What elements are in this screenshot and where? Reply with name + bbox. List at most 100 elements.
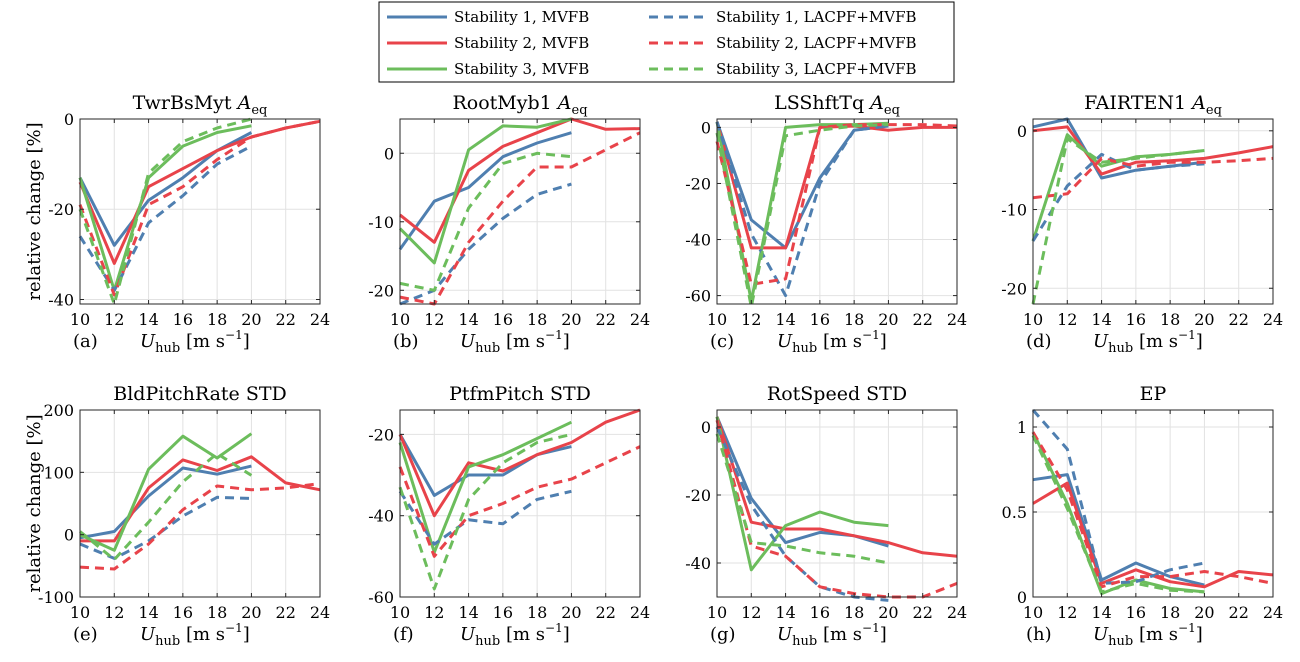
panel-title: RotSpeed STD bbox=[767, 383, 907, 405]
xlabel-subscript: hub bbox=[475, 341, 500, 356]
title-text: FAIRTEN1 bbox=[1084, 92, 1186, 114]
panel-c: 10 12 14 16 18 20 22 24 0 -20 -40 -60 LSShftTq Aeq (c… bbox=[685, 92, 967, 356]
tick-label-x: 24 bbox=[630, 603, 650, 622]
tick-label-x: 10 bbox=[70, 310, 90, 329]
tick-label-y: 0 bbox=[1017, 588, 1027, 607]
x-axis-label: Uhub [m s−1] bbox=[1093, 328, 1203, 356]
series-line-s3-lacpf bbox=[399, 151, 572, 292]
panel-label: (f) bbox=[393, 624, 414, 645]
tick-label-y: 0 bbox=[384, 144, 394, 163]
series-line-s3-lacpf bbox=[1031, 137, 1205, 305]
legend-label-5: Stability 2, LACPF+MVFB bbox=[716, 34, 917, 52]
legend-label-6: Stability 3, LACPF+MVFB bbox=[716, 60, 917, 78]
tick-label-x: 14 bbox=[1091, 603, 1111, 622]
panel-title: EP bbox=[1140, 383, 1167, 405]
series-line-s2-lacpf bbox=[1032, 156, 1274, 200]
panel-title: TwrBsMyt Aeq bbox=[133, 92, 268, 118]
tick-label-x: 24 bbox=[630, 310, 650, 329]
tick-label-x: 18 bbox=[527, 603, 547, 622]
series-line-s2-mvfb bbox=[80, 455, 321, 543]
tick-label-y: 200 bbox=[43, 401, 74, 420]
tick-label-y: -10 bbox=[1001, 201, 1027, 220]
tick-label-x: 12 bbox=[1057, 603, 1077, 622]
title-text: RotSpeed STD bbox=[767, 383, 907, 405]
xlabel-symbol: U bbox=[1093, 624, 1109, 645]
tick-label-y: -20 bbox=[1001, 279, 1027, 298]
tick-label-x: 18 bbox=[844, 603, 864, 622]
title-symbol: A bbox=[552, 92, 572, 114]
series-line-s2-mvfb bbox=[1032, 125, 1274, 176]
plot-frame bbox=[716, 409, 958, 598]
series-line-s3-mvfb bbox=[715, 416, 889, 572]
legend-label-3: Stability 3, MVFB bbox=[454, 60, 589, 78]
tick-label-x: 16 bbox=[1126, 603, 1146, 622]
tick-label-x: 20 bbox=[878, 603, 898, 622]
tick-label-x: 14 bbox=[138, 603, 158, 622]
tick-label-y: 0 bbox=[64, 110, 74, 129]
tick-label-x: 12 bbox=[741, 603, 761, 622]
title-symbol: A bbox=[864, 92, 884, 114]
title-subscript: eq bbox=[251, 103, 267, 118]
title-text: TwrBsMyt bbox=[133, 92, 232, 114]
x-axis-label: Uhub [m s−1] bbox=[140, 328, 250, 356]
tick-label-x: 18 bbox=[844, 310, 864, 329]
xlabel-exponent: −1 bbox=[545, 621, 563, 635]
x-axis-label: Uhub [m s−1] bbox=[460, 328, 570, 356]
tick-label-x: 18 bbox=[207, 310, 227, 329]
plot-frame bbox=[399, 118, 641, 305]
xlabel-subscript: hub bbox=[155, 634, 180, 649]
xlabel-subscript: hub bbox=[792, 634, 817, 649]
tick-label-y: -60 bbox=[685, 287, 711, 306]
plot-frame bbox=[716, 118, 958, 305]
series-line-s3-mvfb bbox=[398, 117, 572, 265]
tick-label-x: 22 bbox=[276, 603, 296, 622]
xlabel-symbol: U bbox=[1093, 331, 1109, 352]
series-line-s2-lacpf bbox=[715, 123, 958, 286]
legend-label-4: Stability 1, LACPF+MVFB bbox=[716, 8, 917, 26]
xlabel-close: ] bbox=[880, 624, 887, 645]
tick-label-x: 14 bbox=[138, 310, 158, 329]
tick-label-x: 12 bbox=[424, 310, 444, 329]
tick-label-x: 12 bbox=[104, 310, 124, 329]
xlabel-symbol: U bbox=[777, 331, 793, 352]
series-line-s3-mvfb bbox=[1031, 133, 1205, 242]
tick-label-x: 20 bbox=[878, 310, 898, 329]
tick-label-y: -40 bbox=[685, 231, 711, 250]
xlabel-exponent: −1 bbox=[225, 328, 243, 342]
panel-title: BldPitchRate STD bbox=[113, 383, 287, 405]
panel-label: (e) bbox=[73, 624, 98, 645]
xlabel-symbol: U bbox=[140, 331, 156, 352]
series-line-s2-lacpf bbox=[79, 482, 321, 571]
series-line-s2-mvfb bbox=[715, 416, 958, 558]
tick-label-x: 12 bbox=[424, 603, 444, 622]
tick-label-y: -40 bbox=[368, 507, 394, 526]
panel-label: (d) bbox=[1026, 331, 1052, 352]
tick-label-x: 10 bbox=[707, 603, 727, 622]
series-line-s1-mvfb bbox=[78, 131, 253, 247]
tick-label-y: -20 bbox=[685, 486, 711, 505]
panel-label: (g) bbox=[710, 624, 736, 645]
panel-a: 10 12 14 16 18 20 22 24 0 -20 -40 TwrBsMyt Aeq (a) Uh… bbox=[24, 92, 330, 356]
title-text: BldPitchRate STD bbox=[113, 383, 287, 405]
xlabel-close: ] bbox=[243, 624, 250, 645]
tick-label-x: 12 bbox=[104, 603, 124, 622]
xlabel-subscript: hub bbox=[155, 341, 180, 356]
title-symbol: A bbox=[232, 92, 252, 114]
tick-label-x: 24 bbox=[310, 603, 330, 622]
xlabel-close: ] bbox=[880, 331, 887, 352]
tick-label-x: 18 bbox=[527, 310, 547, 329]
tick-label-x: 20 bbox=[241, 310, 261, 329]
series-line-s3-lacpf bbox=[1031, 434, 1205, 594]
panel-label: (h) bbox=[1026, 624, 1052, 645]
tick-label-x: 24 bbox=[947, 310, 967, 329]
tick-label-y: -10 bbox=[368, 213, 394, 232]
series-line-s2-mvfb bbox=[715, 121, 957, 250]
xlabel-unit: [m s bbox=[817, 331, 862, 352]
x-axis-label: Uhub [m s−1] bbox=[460, 621, 570, 649]
tick-label-y: -20 bbox=[368, 425, 394, 444]
title-text: RootMyb1 bbox=[452, 92, 551, 114]
panel-h: 10 12 14 16 18 20 22 24 1 0.5 0 EP (h) Uhub [m s−1] bbox=[1002, 383, 1284, 649]
tick-label-x: 10 bbox=[707, 310, 727, 329]
tick-label-x: 24 bbox=[1263, 310, 1283, 329]
xlabel-exponent: −1 bbox=[1178, 621, 1196, 635]
